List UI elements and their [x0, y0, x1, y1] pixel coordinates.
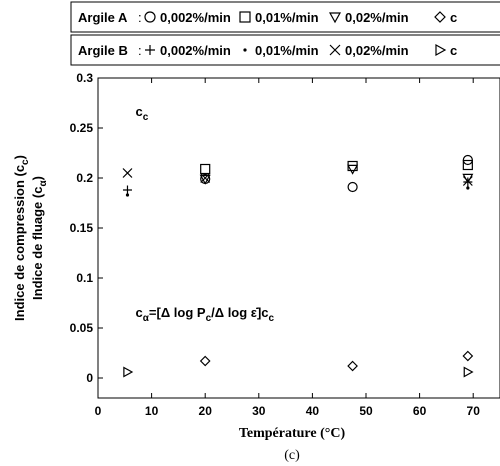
data-point-series-4 — [347, 360, 358, 372]
data-point-series-5 — [463, 177, 473, 187]
figure-caption: (c) — [284, 448, 300, 463]
legend-row-1-box — [70, 1, 500, 33]
legend-marker-cross — [329, 44, 341, 56]
data-point-series-7 — [122, 168, 133, 178]
legend-marker-plus — [145, 45, 155, 55]
x-axis-label: Température (°C) — [239, 426, 346, 441]
y-axis-label-creep: Indice de fluage (cα) — [30, 176, 49, 300]
annotation-formula: cα=[Δ log Pc/Δ log ε̇]cc — [136, 305, 275, 324]
x-tick-label: 70 — [467, 404, 481, 418]
legend-marker-diamond — [434, 11, 446, 23]
legend-marker-triangle-right — [435, 43, 447, 57]
legend-label: c — [450, 43, 457, 58]
y-tick-label: 0 — [86, 371, 93, 385]
legend-label: c — [450, 10, 457, 25]
y-tick-label: 0.3 — [76, 71, 93, 85]
legend-row-1-name: Argile A — [78, 10, 128, 25]
legend-row-1-colon: : — [138, 10, 142, 25]
x-tick-label: 10 — [145, 404, 159, 418]
legend-row-2-box — [70, 34, 500, 66]
legend-marker-circle — [144, 11, 156, 23]
legend-label: 0,002%/min — [160, 43, 231, 58]
legend-label: 0,002%/min — [160, 10, 231, 25]
legend-row-2-colon: : — [138, 43, 142, 58]
legend-label: 0,02%/min — [345, 10, 409, 25]
y-tick-label: 0.05 — [70, 321, 94, 335]
x-tick-label: 50 — [359, 404, 373, 418]
data-point-series-2 — [200, 163, 211, 175]
data-point-series-4 — [199, 355, 211, 367]
y-tick-label: 0.15 — [70, 221, 94, 235]
y-tick-label: 0.1 — [76, 271, 93, 285]
y-tick-label: 0.25 — [70, 121, 94, 135]
data-point-series-2 — [462, 159, 473, 171]
x-tick-label: 20 — [199, 404, 213, 418]
legend-row-2-name: Argile B — [78, 43, 128, 58]
legend-marker-triangle-down — [328, 12, 342, 24]
y-tick-label: 0.2 — [76, 171, 93, 185]
legend: Argile A : Argile B : 0,002%/min 0,01%/mi… — [70, 1, 500, 66]
legend-marker-dot — [243, 48, 247, 52]
data-marks — [122, 154, 474, 378]
legend-label: 0,01%/min — [255, 10, 319, 25]
data-point-series-8 — [463, 366, 474, 378]
data-point-series-8 — [123, 366, 134, 378]
legend-marker-square — [239, 11, 251, 23]
x-tick-label: 30 — [252, 404, 266, 418]
data-point-series-6 — [466, 186, 470, 190]
y-axis-label-compression: Indice de compression (cc) — [12, 155, 31, 321]
plot-frame — [97, 77, 500, 399]
axis-ticks: 0 10 20 30 40 50 60 70 0 0.05 0.1 0.15 0.2 0.25 0.3 — [70, 71, 481, 418]
data-point-series-3 — [347, 164, 359, 175]
legend-label: 0,02%/min — [345, 43, 409, 58]
annotation-cc: cc — [136, 104, 149, 123]
data-point-series-4 — [462, 350, 474, 362]
data-point-series-1 — [347, 181, 358, 193]
x-tick-label: 60 — [413, 404, 427, 418]
data-point-series-7 — [200, 173, 211, 183]
data-point-series-7 — [462, 176, 473, 186]
data-point-series-5 — [122, 185, 132, 195]
data-point-series-6 — [125, 193, 130, 197]
legend-label: 0,01%/min — [255, 43, 319, 58]
x-tick-label: 40 — [306, 404, 320, 418]
x-tick-label: 0 — [95, 404, 102, 418]
